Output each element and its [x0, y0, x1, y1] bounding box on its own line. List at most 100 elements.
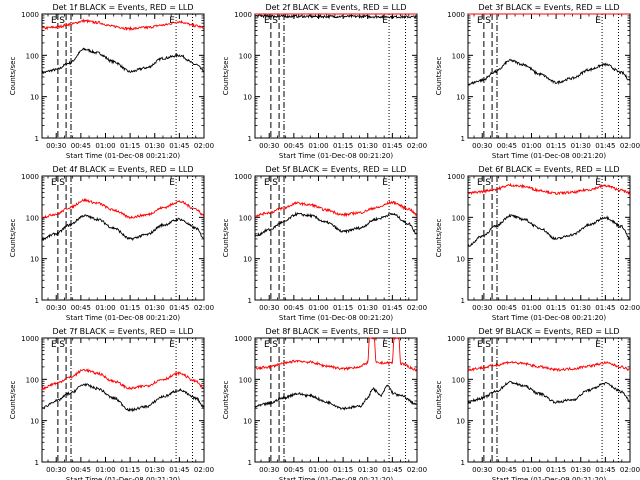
y-axis-label: Counts/sec	[435, 57, 443, 96]
x-tick-label: 02:00	[194, 466, 214, 474]
x-axis-label: Start Time (01-Dec-08 00:21:20)	[279, 476, 393, 480]
x-tick-label: 00:30	[46, 304, 66, 312]
x-tick-label: 00:45	[497, 466, 517, 474]
time-marker-label: E	[51, 178, 57, 188]
x-tick-label: 00:30	[259, 142, 279, 150]
chart-title: Det 4f BLACK = Events, RED = LLD	[52, 165, 193, 174]
y-tick-label: 1	[248, 297, 252, 305]
y-tick-label: 10	[456, 94, 465, 102]
x-tick-label: 00:45	[284, 142, 304, 150]
time-marker-label: S	[59, 16, 65, 26]
x-tick-label: 01:45	[595, 304, 615, 312]
x-tick-label: 00:45	[284, 304, 304, 312]
plot-frame	[41, 13, 205, 139]
y-tick-label: 1000	[21, 173, 39, 181]
x-tick-label: 00:30	[259, 304, 279, 312]
chart-title: Det 7f BLACK = Events, RED = LLD	[52, 327, 193, 336]
y-tick-label: 10	[243, 418, 252, 426]
x-tick-label: 01:15	[120, 142, 140, 150]
chart-panel-6: Det 6f BLACK = Events, RED = LLD 1 10 100 10…	[435, 165, 640, 322]
y-tick-label: 1	[461, 135, 465, 143]
y-tick-label: 100	[452, 214, 465, 222]
x-tick-label: 01:00	[308, 304, 328, 312]
x-tick-label: 00:30	[472, 142, 492, 150]
time-marker-label: E	[169, 16, 175, 26]
time-marker-label: S	[485, 340, 491, 350]
x-tick-label: 01:45	[169, 304, 189, 312]
series-line-events	[254, 211, 417, 238]
x-tick-label: 01:00	[95, 304, 115, 312]
y-tick-label: 10	[30, 94, 39, 102]
time-marker-label: S	[272, 340, 278, 350]
x-tick-label: 01:30	[145, 142, 165, 150]
y-axis-label: Counts/sec	[9, 219, 17, 258]
chart-title: Det 6f BLACK = Events, RED = LLD	[478, 165, 619, 174]
y-tick-label: 1	[248, 459, 252, 467]
chart-title: Det 1f BLACK = Events, RED = LLD	[52, 3, 193, 12]
y-tick-label: 100	[26, 52, 39, 60]
series-line-events	[467, 380, 630, 405]
x-tick-label: 01:30	[571, 142, 591, 150]
series-line-events	[467, 213, 630, 247]
time-marker-label: S	[485, 178, 491, 188]
chart-title: Det 8f BLACK = Events, RED = LLD	[265, 327, 406, 336]
x-tick-label: 02:00	[194, 142, 214, 150]
y-axis-label: Counts/sec	[435, 219, 443, 258]
time-marker-label: S	[59, 178, 65, 188]
y-tick-label: 1	[461, 297, 465, 305]
series-line-lld	[467, 182, 630, 196]
x-tick-label: 00:45	[284, 466, 304, 474]
x-tick-label: 01:15	[546, 142, 566, 150]
y-tick-label: 100	[26, 376, 39, 384]
plot-frame	[254, 337, 418, 463]
time-marker-label: E	[477, 16, 483, 26]
plot-frame	[41, 175, 205, 301]
x-tick-label: 01:15	[546, 466, 566, 474]
y-tick-label: 1000	[447, 335, 465, 343]
y-tick-label: 10	[30, 418, 39, 426]
x-tick-label: 01:45	[595, 142, 615, 150]
chart-title: Det 9f BLACK = Events, RED = LLD	[478, 327, 619, 336]
series-line-lld	[41, 197, 204, 220]
series-line-lld	[254, 200, 417, 218]
chart-panel-9: Det 9f BLACK = Events, RED = LLD 1 10 100 10…	[435, 327, 640, 480]
x-axis-label: Start Time (01-Dec-08 00:21:20)	[279, 314, 393, 322]
x-tick-label: 01:45	[169, 466, 189, 474]
plot-frame	[41, 337, 205, 463]
chart-panel-1: Det 1f BLACK = Events, RED = LLD 1 10 100 10…	[9, 3, 214, 160]
x-tick-label: 00:45	[497, 142, 517, 150]
y-axis-label: Counts/sec	[222, 219, 230, 258]
y-tick-label: 100	[239, 214, 252, 222]
series-line-lld	[254, 336, 417, 372]
y-tick-label: 1000	[21, 11, 39, 19]
y-tick-label: 1000	[234, 173, 252, 181]
x-axis-label: Start Time (01-Dec-08 00:21:20)	[66, 314, 180, 322]
plot-frame	[467, 337, 631, 463]
time-marker-label: E	[51, 340, 57, 350]
time-marker-label: E	[264, 178, 270, 188]
time-marker-label: E	[595, 16, 601, 26]
y-axis-label: Counts/sec	[222, 57, 230, 96]
plot-frame	[467, 175, 631, 301]
time-marker-label: S	[272, 16, 278, 26]
x-tick-label: 01:30	[571, 466, 591, 474]
y-tick-label: 100	[239, 376, 252, 384]
x-tick-label: 00:30	[472, 304, 492, 312]
x-tick-label: 00:30	[46, 466, 66, 474]
chart-panel-8: Det 8f BLACK = Events, RED = LLD 1 10 100 10…	[222, 327, 427, 480]
series-line-events	[254, 384, 417, 411]
y-tick-label: 1	[35, 459, 39, 467]
x-tick-label: 02:00	[620, 304, 640, 312]
time-marker-label: E	[169, 340, 175, 350]
x-tick-label: 00:30	[46, 142, 66, 150]
x-tick-label: 01:15	[546, 304, 566, 312]
x-tick-label: 01:00	[95, 142, 115, 150]
y-tick-label: 1	[461, 459, 465, 467]
y-tick-label: 10	[456, 418, 465, 426]
y-tick-label: 1000	[234, 11, 252, 19]
time-marker-label: E	[382, 178, 388, 188]
x-tick-label: 01:30	[358, 142, 378, 150]
chart-title: Det 5f BLACK = Events, RED = LLD	[265, 165, 406, 174]
series-line-lld	[41, 367, 204, 391]
